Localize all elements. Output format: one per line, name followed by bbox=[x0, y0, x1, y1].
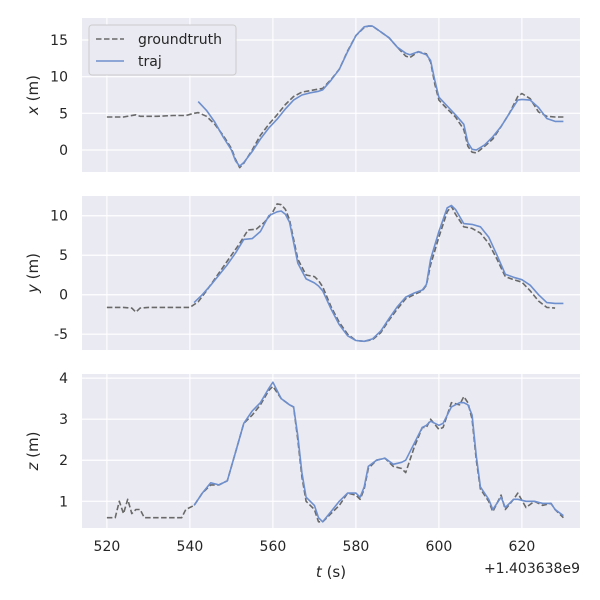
y-axis-label: x (m) bbox=[24, 75, 42, 116]
y-tick-label: 1 bbox=[59, 494, 68, 510]
series-line-groundtruth bbox=[106, 385, 564, 523]
y-tick-label: 15 bbox=[50, 33, 68, 49]
y-tick-label: -5 bbox=[54, 327, 68, 343]
panel-3: 1 2 3 4 z (m) 520 540 560 580 600 620 bbox=[24, 371, 580, 555]
y-tick-label: 3 bbox=[59, 412, 68, 428]
x-tick-label: 620 bbox=[509, 539, 536, 555]
x-axis-offset-label: +1.403638e9 bbox=[484, 561, 580, 577]
plot-area bbox=[82, 196, 580, 350]
series-line-groundtruth bbox=[106, 25, 564, 169]
legend-label-groundtruth: groundtruth bbox=[138, 32, 222, 48]
y-tick-label: 2 bbox=[59, 453, 68, 469]
y-tick-label: 0 bbox=[59, 143, 68, 159]
x-tick-label: 580 bbox=[343, 539, 370, 555]
panel-1: 0 5 10 15 x (m) groundtruth traj bbox=[24, 18, 580, 172]
y-tick-label: 5 bbox=[59, 106, 68, 122]
series-line-traj bbox=[197, 25, 564, 167]
y-tick-label: 0 bbox=[59, 288, 68, 304]
series-line-traj bbox=[193, 381, 564, 523]
y-tick-label: 4 bbox=[59, 371, 68, 387]
legend-label-traj: traj bbox=[138, 54, 162, 70]
y-tick-label: 5 bbox=[59, 248, 68, 264]
x-axis-label: t (s) bbox=[316, 563, 346, 581]
y-axis-label: z (m) bbox=[24, 432, 42, 472]
chart-panels: 0 5 10 15 x (m) groundtruth traj -5 0 5 10 y (m) 1 2 3… bbox=[24, 18, 580, 555]
plot-area bbox=[82, 374, 580, 528]
legend-frame bbox=[88, 24, 237, 76]
x-tick-label: 560 bbox=[260, 539, 287, 555]
y-axis-label: y (m) bbox=[24, 253, 42, 294]
legend: groundtruth traj bbox=[88, 24, 237, 76]
series-line-traj bbox=[193, 204, 564, 343]
x-tick-label: 600 bbox=[426, 539, 453, 555]
panel-2: -5 0 5 10 y (m) bbox=[24, 196, 580, 350]
x-tick-label: 540 bbox=[177, 539, 204, 555]
y-tick-label: 10 bbox=[50, 70, 68, 86]
y-tick-label: 10 bbox=[50, 209, 68, 225]
x-tick-label: 520 bbox=[94, 539, 121, 555]
